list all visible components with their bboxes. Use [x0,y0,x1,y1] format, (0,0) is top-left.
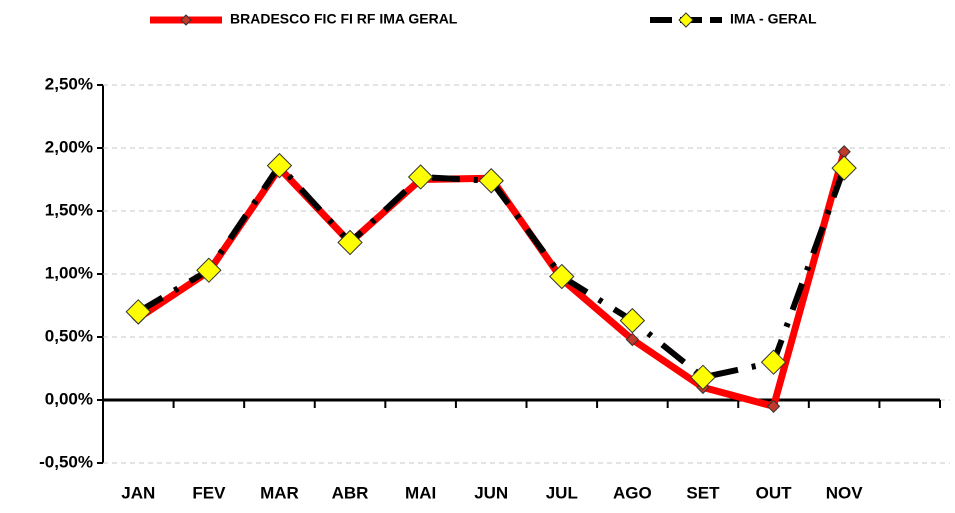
y-tick-label: 1,50% [45,200,93,219]
data-point [549,263,575,290]
x-tick-label: OUT [756,483,793,502]
data-point [766,399,781,414]
data-point [760,349,787,375]
y-tick-label: -0,50% [39,452,93,471]
data-point [625,332,640,347]
data-point [619,307,646,334]
x-tick-label: SET [686,483,720,502]
y-tick-label: 2,50% [45,74,93,93]
x-tick-label: AGO [613,483,652,502]
y-tick-label: 2,00% [45,137,93,156]
x-tick-label: FEV [192,483,226,502]
y-tick-label: 0,50% [45,326,93,345]
data-point [831,155,857,181]
data-point [690,364,716,391]
x-tick-label: ABR [332,483,369,502]
data-point [196,257,222,283]
x-tick-label: NOV [826,483,864,502]
legend-marker [180,14,192,26]
y-tick-label: 1,00% [45,263,93,282]
y-tick-label: 0,00% [45,389,93,408]
legend-label: IMA - GERAL [730,11,817,27]
x-tick-label: JUL [546,483,578,502]
legend-label: BRADESCO FIC FI RF IMA GERAL [230,11,458,27]
data-point [266,152,293,179]
legend-marker [678,12,694,28]
data-point [125,299,151,325]
x-tick-label: MAR [260,483,299,502]
series-line [136,162,847,381]
data-point [478,168,504,194]
data-point [337,229,363,256]
x-tick-label: MAI [405,483,436,502]
data-point [407,164,434,190]
x-tick-label: JAN [121,483,155,502]
x-tick-label: JUN [474,483,508,502]
